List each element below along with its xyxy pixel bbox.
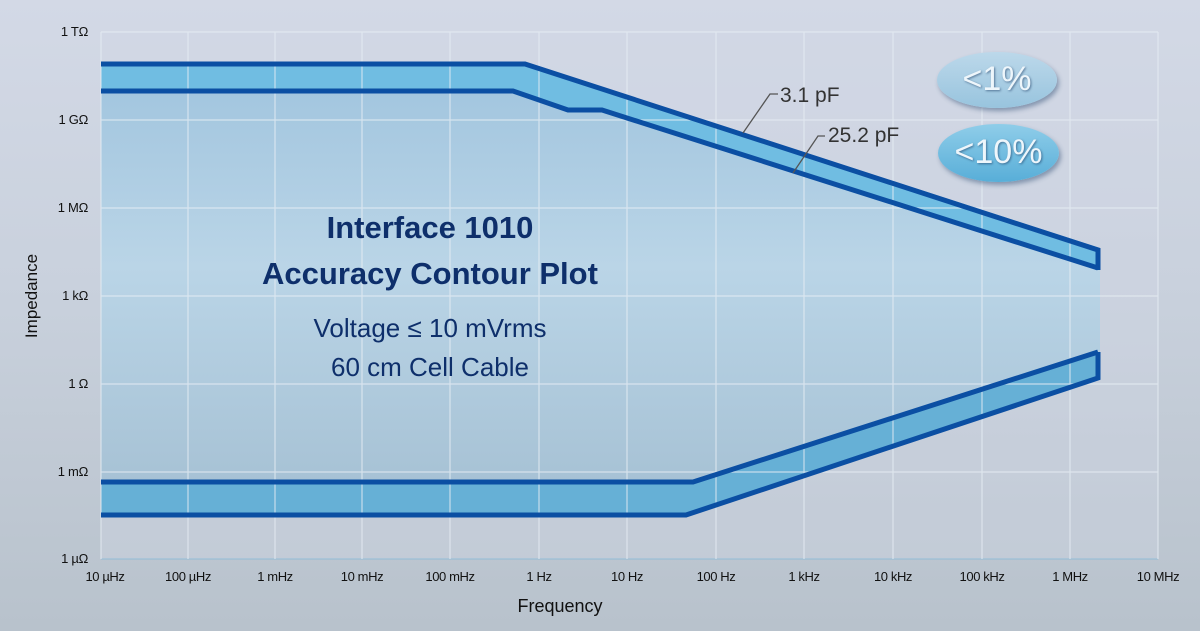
xtick-1MHz: 1 MHz bbox=[1052, 569, 1088, 584]
ytick-1G: 1 GΩ bbox=[58, 112, 89, 127]
chart-title-line2: Accuracy Contour Plot bbox=[262, 256, 598, 291]
boundary-25pF bbox=[101, 88, 1099, 271]
xtick-100mHz: 100 mHz bbox=[425, 569, 475, 584]
xtick-100uHz: 100 µHz bbox=[165, 569, 211, 584]
ytick-1T: 1 TΩ bbox=[60, 24, 88, 39]
leader-3pF bbox=[742, 93, 778, 134]
x-axis-label: Frequency bbox=[517, 596, 603, 616]
xtick-10MHz: 10 MHz bbox=[1136, 569, 1180, 584]
leader-25pF bbox=[792, 135, 825, 174]
legend-1pct: <1% bbox=[937, 52, 1057, 108]
ytick-1m: 1 mΩ bbox=[57, 464, 89, 479]
xtick-10Hz: 10 Hz bbox=[611, 569, 643, 584]
ytick-1u: 1 µΩ bbox=[61, 551, 88, 566]
boundary-lower-1pct bbox=[101, 349, 1099, 485]
xtick-1Hz: 1 Hz bbox=[526, 569, 552, 584]
annotation-25pF: 25.2 pF bbox=[828, 124, 900, 147]
xtick-1mHz: 1 mHz bbox=[257, 569, 293, 584]
xtick-100kHz: 100 kHz bbox=[959, 569, 1005, 584]
xtick-100Hz: 100 Hz bbox=[696, 569, 736, 584]
legend-10pct: <10% bbox=[938, 124, 1059, 182]
xtick-10uHz: 10 µHz bbox=[85, 569, 125, 584]
xtick-10kHz: 10 kHz bbox=[873, 569, 913, 584]
boundary-3pF bbox=[101, 61, 1101, 270]
boundary-lower-10pct bbox=[101, 352, 1101, 518]
xtick-1kHz: 1 kHz bbox=[788, 569, 820, 584]
chart-subtitle-cable: 60 cm Cell Cable bbox=[331, 352, 529, 382]
y-axis-label: Impedance bbox=[22, 253, 41, 339]
ytick-1M: 1 MΩ bbox=[57, 200, 89, 215]
xtick-10mHz: 10 mHz bbox=[340, 569, 384, 584]
accuracy-band-upper-10pct bbox=[101, 62, 1100, 268]
chart-subtitle-voltage: Voltage ≤ 10 mVrms bbox=[313, 313, 547, 343]
ytick-1k: 1 kΩ bbox=[62, 288, 88, 303]
chart-title-line1: Interface 1010 bbox=[326, 210, 534, 245]
annotation-3pF: 3.1 pF bbox=[780, 84, 840, 107]
grid bbox=[100, 31, 1159, 560]
ytick-1: 1 Ω bbox=[68, 376, 88, 391]
